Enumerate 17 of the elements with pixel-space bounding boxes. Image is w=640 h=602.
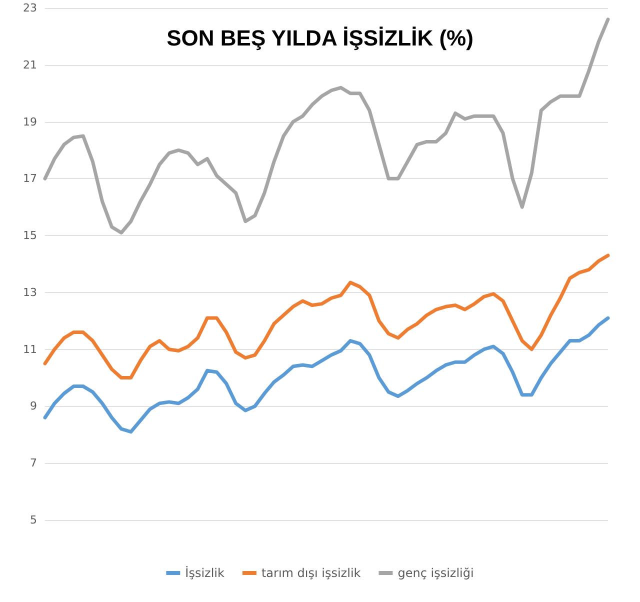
y-tick-label: 9 [30, 400, 37, 413]
line-series [43, 254, 610, 380]
line-series [43, 316, 610, 434]
y-tick-label: 15 [23, 229, 37, 242]
y-tick-label: 5 [30, 514, 37, 526]
y-tick-label: 7 [30, 456, 37, 470]
y-tick-label: 19 [23, 115, 37, 128]
y-tick-label: 23 [23, 2, 37, 14]
y-tick-label: 11 [23, 342, 37, 356]
line-series [43, 18, 610, 234]
legend-label: genç işsizliği [398, 566, 474, 580]
y-tick-label: 21 [23, 58, 37, 72]
y-tick-label: 17 [23, 172, 37, 186]
y-tick-label: 13 [23, 286, 37, 299]
legend-label: İşsizlik [185, 566, 225, 580]
text: SON BEŞ YILDA İŞSİZLİK (%) [166, 26, 474, 50]
legend-label: tarım dışı işsizlik [261, 566, 361, 580]
